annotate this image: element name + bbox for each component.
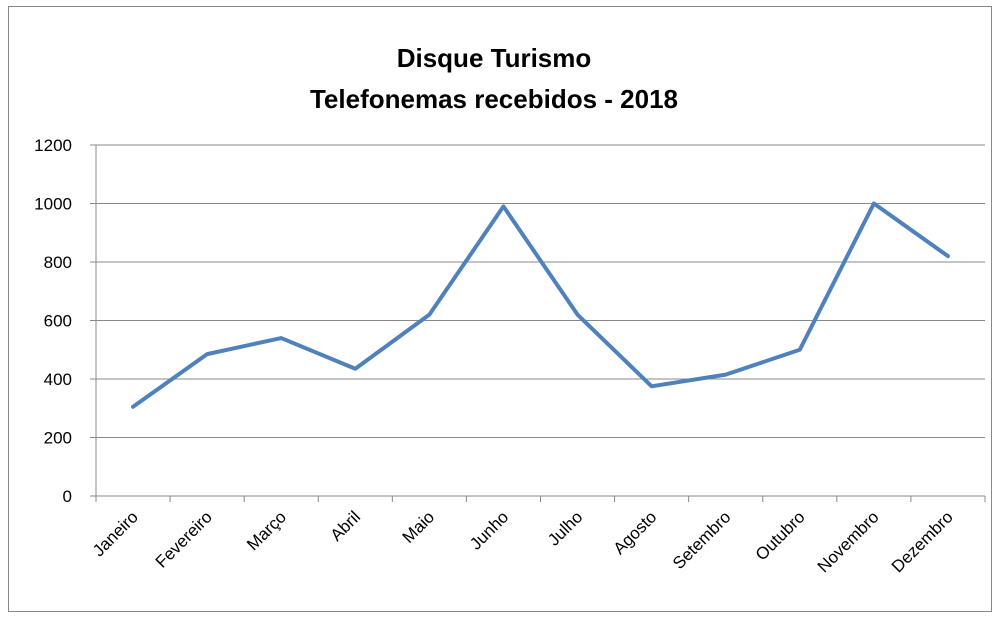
y-tick-label: 600 — [44, 312, 72, 331]
chart-border — [8, 6, 992, 612]
y-tick-label: 200 — [44, 429, 72, 448]
y-tick-label: 0 — [63, 487, 72, 506]
y-tick-label: 800 — [44, 253, 72, 272]
y-tick-label: 1000 — [34, 195, 72, 214]
y-tick-label: 400 — [44, 370, 72, 389]
y-tick-label: 1200 — [34, 136, 72, 155]
data-line — [131, 201, 950, 409]
chart-title: Disque Turismo — [397, 43, 592, 73]
chart-subtitle: Telefonemas recebidos - 2018 — [310, 84, 678, 114]
